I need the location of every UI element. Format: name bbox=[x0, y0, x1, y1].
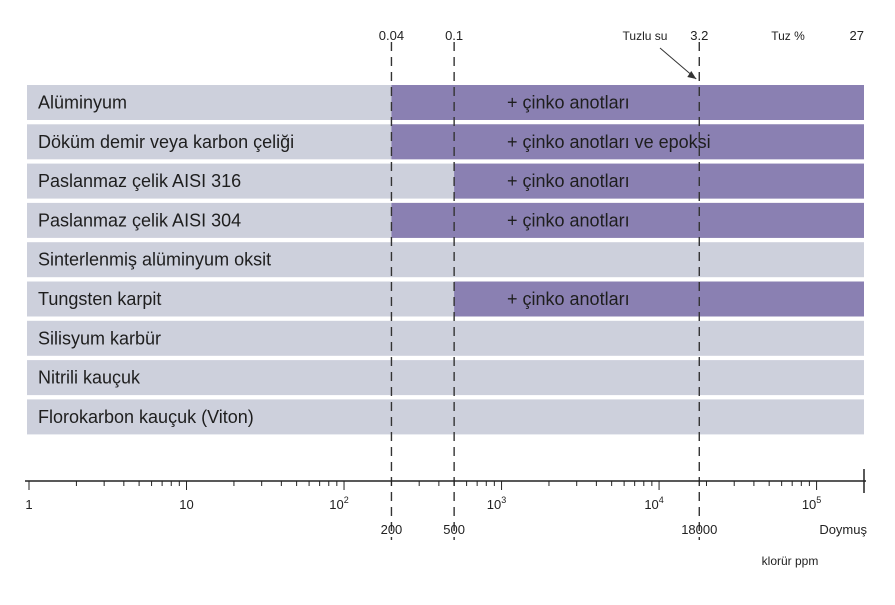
material-label: Paslanmaz çelik AISI 304 bbox=[38, 210, 241, 230]
reference-lines bbox=[390, 42, 700, 540]
arrowhead-icon bbox=[687, 71, 697, 79]
row-background bbox=[27, 399, 864, 435]
axis-tick-label: 10 bbox=[179, 497, 193, 512]
ppm-tick-label: 18000 bbox=[681, 522, 717, 537]
material-row: Paslanmaz çelik AISI 304 + çinko anotları bbox=[27, 202, 864, 238]
axis-unit-label: klorür ppm bbox=[762, 554, 819, 568]
range-note: + çinko anotları bbox=[507, 210, 630, 230]
material-label: Döküm demir veya karbon çeliği bbox=[38, 132, 294, 152]
material-label: Sinterlenmiş alüminyum oksit bbox=[38, 250, 271, 270]
row-background bbox=[27, 320, 864, 356]
material-row: Silisyum karbür bbox=[27, 320, 864, 356]
salt-percent-label: Tuz % bbox=[771, 29, 805, 43]
ppm-tick-label: 500 bbox=[443, 522, 465, 537]
material-row: Alüminyum + çinko anotları bbox=[27, 85, 864, 120]
range-note: + çinko anotları bbox=[507, 171, 630, 191]
material-row: Nitrili kauçuk bbox=[27, 360, 864, 396]
axis-tick-label: 103 bbox=[487, 495, 506, 512]
compatible-range-bar bbox=[391, 202, 864, 238]
axis-tick-label: 1 bbox=[25, 497, 32, 512]
material-row: Florokarbon kauçuk (Viton) bbox=[27, 399, 864, 435]
chloride-axis: 1 10 102 103 104 105 200 500 18000 Doymuş klorür p… bbox=[25, 469, 867, 568]
material-label: Tungsten karpit bbox=[38, 289, 161, 309]
material-label: Alüminyum bbox=[38, 93, 127, 113]
compatible-range-bar bbox=[391, 85, 864, 120]
compatible-range-bar bbox=[391, 124, 864, 160]
range-note: + çinko anotları ve epoksi bbox=[507, 132, 711, 152]
top-tick-label: 27 bbox=[850, 28, 864, 43]
material-row: Tungsten karpit + çinko anotları bbox=[27, 281, 864, 317]
material-row: Paslanmaz çelik AISI 316 + çinko anotları bbox=[27, 163, 864, 199]
compatible-range-bar bbox=[454, 281, 864, 317]
top-tick-label: 3.2 bbox=[690, 28, 708, 43]
material-row: Sinterlenmiş alüminyum oksit bbox=[27, 242, 864, 278]
material-label: Paslanmaz çelik AISI 316 bbox=[38, 171, 241, 191]
material-label: Florokarbon kauçuk (Viton) bbox=[38, 407, 254, 427]
ppm-tick-label: 200 bbox=[381, 522, 403, 537]
salt-water-label: Tuzlu su bbox=[623, 29, 668, 43]
range-note: + çinko anotları bbox=[507, 289, 630, 309]
top-tick-label: 0.04 bbox=[379, 28, 404, 43]
material-label: Nitrili kauçuk bbox=[38, 368, 141, 388]
material-label: Silisyum karbür bbox=[38, 328, 161, 348]
top-scale: 0.04 0.1 3.2 27 Tuzlu su Tuz % bbox=[379, 28, 864, 80]
material-rows: Alüminyum + çinko anotları Döküm demir vey… bbox=[27, 85, 864, 435]
range-note: + çinko anotları bbox=[507, 93, 630, 113]
ppm-tick-label: Doymuş bbox=[819, 522, 867, 537]
axis-tick-label: 105 bbox=[802, 495, 821, 512]
row-background bbox=[27, 360, 864, 396]
axis-tick-label: 104 bbox=[644, 495, 663, 512]
compatible-range-bar bbox=[454, 163, 864, 199]
axis-tick-label: 102 bbox=[329, 495, 348, 512]
row-background bbox=[27, 242, 864, 278]
material-row: Döküm demir veya karbon çeliği + çinko an… bbox=[27, 124, 864, 160]
top-tick-label: 0.1 bbox=[445, 28, 463, 43]
